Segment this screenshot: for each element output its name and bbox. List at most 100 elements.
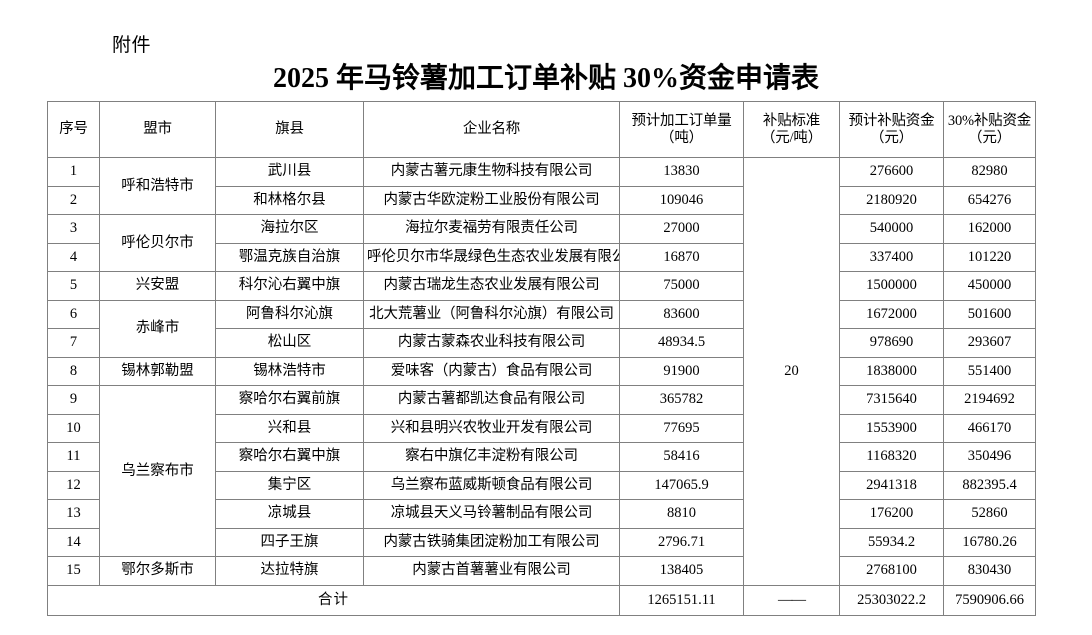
cell-expected-subsidy: 1500000 — [839, 271, 944, 301]
cell-thirty-percent: 830430 — [943, 556, 1036, 586]
cell-expected-subsidy: 55934.2 — [839, 527, 944, 557]
cell-county: 四子王旗 — [215, 527, 364, 557]
cell-region: 鄂尔多斯市 — [99, 556, 216, 586]
cell-seq: 6 — [47, 299, 100, 329]
subsidy-application-table-container: 序号 盟市 旗县 企业名称 预计加工订单量 （吨） 补贴标准 （元/吨） 预计补… — [47, 101, 1036, 616]
table-row: 12 集宁区 乌兰察布蓝威斯顿食品有限公司 147065.9 2941318 882395… — [47, 470, 1036, 500]
cell-thirty-percent: 293607 — [943, 328, 1036, 358]
table-row: 9 乌兰察布市 察哈尔右翼前旗 内蒙古薯都凯达食品有限公司 365782 7315640 2… — [47, 385, 1036, 557]
cell-order-volume: 147065.9 — [619, 470, 744, 500]
cell-order-volume: 13830 — [619, 157, 744, 187]
cell-seq: 13 — [47, 499, 100, 529]
cell-seq: 2 — [47, 185, 100, 215]
table-row: 3 呼伦贝尔市 海拉尔区 海拉尔麦福劳有限责任公司 27000 540000 162000 — [47, 214, 1036, 272]
cell-company: 海拉尔麦福劳有限责任公司 — [363, 214, 620, 244]
column-header-expected-subsidy-unit: （元） — [870, 129, 913, 146]
total-label: 合计 — [47, 584, 620, 616]
column-header-company: 企业名称 — [363, 101, 620, 158]
cell-county: 鄂温克族自治旗 — [215, 242, 364, 272]
cell-seq: 11 — [47, 442, 100, 472]
cell-expected-subsidy: 176200 — [839, 499, 944, 529]
total-order-volume: 1265151.11 — [619, 584, 744, 616]
cell-order-volume: 2796.71 — [619, 527, 744, 557]
column-header-order-volume-unit: （吨） — [660, 129, 703, 146]
cell-region: 乌兰察布市 — [99, 385, 216, 557]
total-subsidy-rate: —— — [743, 584, 840, 616]
column-header-expected-subsidy-text: 预计补贴资金 — [848, 112, 935, 129]
cell-seq: 5 — [47, 271, 100, 301]
total-expected-subsidy: 25303022.2 — [839, 584, 944, 616]
cell-company: 内蒙古薯都凯达食品有限公司 — [363, 385, 620, 415]
cell-expected-subsidy: 1553900 — [839, 413, 944, 443]
column-header-county: 旗县 — [215, 101, 364, 158]
cell-county: 凉城县 — [215, 499, 364, 529]
cell-region: 兴安盟 — [99, 271, 216, 301]
cell-region: 呼伦贝尔市 — [99, 214, 216, 272]
table-header: 序号 盟市 旗县 企业名称 预计加工订单量 （吨） 补贴标准 （元/吨） 预计补… — [47, 101, 1036, 158]
table-row: 15 鄂尔多斯市 达拉特旗 内蒙古首薯薯业有限公司 138405 2768100 83043… — [47, 556, 1036, 586]
table-row: 8 锡林郭勒盟 锡林浩特市 爱味客（内蒙古）食品有限公司 91900 1838000 551… — [47, 356, 1036, 386]
cell-thirty-percent: 52860 — [943, 499, 1036, 529]
cell-county: 武川县 — [215, 157, 364, 187]
cell-thirty-percent: 162000 — [943, 214, 1036, 244]
cell-company: 乌兰察布蓝威斯顿食品有限公司 — [363, 470, 620, 500]
cell-thirty-percent: 501600 — [943, 299, 1036, 329]
column-header-order-volume-text: 预计加工订单量 — [631, 112, 732, 129]
cell-company: 凉城县天义马铃薯制品有限公司 — [363, 499, 620, 529]
cell-seq: 12 — [47, 470, 100, 500]
cell-company: 内蒙古瑞龙生态农业发展有限公司 — [363, 271, 620, 301]
cell-expected-subsidy: 7315640 — [839, 385, 944, 415]
cell-company: 内蒙古薯元康生物科技有限公司 — [363, 157, 620, 187]
table-body: 1 呼和浩特市 武川县 内蒙古薯元康生物科技有限公司 13830 20 276600 8298… — [47, 157, 1036, 616]
cell-thirty-percent: 466170 — [943, 413, 1036, 443]
cell-company: 呼伦贝尔市华晟绿色生态农业发展有限公司 — [363, 242, 620, 272]
cell-order-volume: 16870 — [619, 242, 744, 272]
cell-county: 松山区 — [215, 328, 364, 358]
cell-expected-subsidy: 276600 — [839, 157, 944, 187]
cell-seq: 3 — [47, 214, 100, 244]
cell-expected-subsidy: 978690 — [839, 328, 944, 358]
cell-thirty-percent: 16780.26 — [943, 527, 1036, 557]
cell-county: 集宁区 — [215, 470, 364, 500]
cell-order-volume: 138405 — [619, 556, 744, 586]
page-title: 2025 年马铃薯加工订单补贴 30%资金申请表 — [272, 63, 819, 94]
cell-company: 内蒙古华欧淀粉工业股份有限公司 — [363, 185, 620, 215]
cell-county: 海拉尔区 — [215, 214, 364, 244]
column-header-thirty-percent: 30%补贴资金 （元） — [943, 101, 1036, 158]
cell-order-volume: 27000 — [619, 214, 744, 244]
cell-county: 和林格尔县 — [215, 185, 364, 215]
total-thirty-percent: 7590906.66 — [943, 584, 1036, 616]
cell-seq: 1 — [47, 157, 100, 187]
table-row: 4 鄂温克族自治旗 呼伦贝尔市华晟绿色生态农业发展有限公司 16870 337400 10… — [47, 242, 1036, 272]
cell-county: 察哈尔右翼前旗 — [215, 385, 364, 415]
cell-order-volume: 365782 — [619, 385, 744, 415]
cell-company: 内蒙古铁骑集团淀粉加工有限公司 — [363, 527, 620, 557]
table-row: 13 凉城县 凉城县天义马铃薯制品有限公司 8810 176200 52860 — [47, 499, 1036, 529]
attachment-label: 附件 — [112, 34, 152, 56]
cell-seq: 14 — [47, 527, 100, 557]
column-header-subsidy-rate-unit: （元/吨） — [760, 129, 823, 146]
cell-order-volume: 109046 — [619, 185, 744, 215]
cell-thirty-percent: 654276 — [943, 185, 1036, 215]
cell-order-volume: 8810 — [619, 499, 744, 529]
cell-region: 赤峰市 — [99, 299, 216, 358]
cell-thirty-percent: 2194692 — [943, 385, 1036, 415]
table-total-row: 合计 1265151.11 —— 25303022.2 7590906.66 — [47, 584, 1036, 616]
column-header-seq: 序号 — [47, 101, 100, 158]
table-row: 5 兴安盟 科尔沁右翼中旗 内蒙古瑞龙生态农业发展有限公司 75000 1500000 45… — [47, 271, 1036, 301]
cell-thirty-percent: 551400 — [943, 356, 1036, 386]
column-header-subsidy-rate: 补贴标准 （元/吨） — [743, 101, 840, 158]
cell-county: 达拉特旗 — [215, 556, 364, 586]
cell-region: 锡林郭勒盟 — [99, 356, 216, 386]
table-row: 2 和林格尔县 内蒙古华欧淀粉工业股份有限公司 109046 2180920 654276 — [47, 185, 1036, 215]
cell-expected-subsidy: 1168320 — [839, 442, 944, 472]
cell-expected-subsidy: 337400 — [839, 242, 944, 272]
cell-county: 科尔沁右翼中旗 — [215, 271, 364, 301]
cell-expected-subsidy: 2768100 — [839, 556, 944, 586]
column-header-expected-subsidy: 预计补贴资金 （元） — [839, 101, 944, 158]
cell-county: 兴和县 — [215, 413, 364, 443]
cell-order-volume: 91900 — [619, 356, 744, 386]
cell-thirty-percent: 450000 — [943, 271, 1036, 301]
column-header-thirty-percent-text: 30%补贴资金 — [947, 112, 1032, 129]
